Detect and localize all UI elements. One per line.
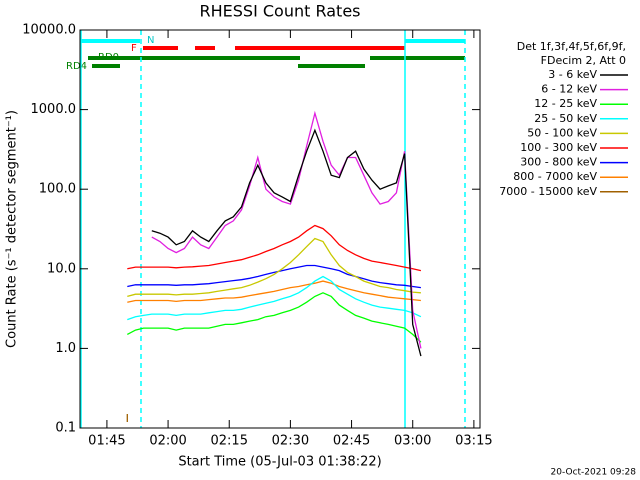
flag-bars [80,39,465,68]
x-tick-label: 02:15 [211,434,248,449]
y-tick-label: 1000.0 [31,102,77,117]
time-markers [80,30,466,428]
legend-label: 100 - 300 keV [520,141,597,154]
series-line [127,264,421,289]
y-tick-label: 100.0 [39,182,76,197]
y-axis-label: Count Rate (s⁻¹ detector segment⁻¹) [5,110,20,348]
chart-title: RHESSI Count Rates [200,2,361,21]
series-line [151,110,422,349]
x-tick-label: 02:30 [272,434,309,449]
x-tick-label: 01:45 [88,434,125,449]
legend-label: 7000 - 15000 keV [499,185,597,198]
series-line [127,275,422,321]
legend-label: 800 - 7000 keV [513,170,597,183]
x-tick-label: 02:45 [333,434,370,449]
y-tick-label: 10000.0 [22,23,76,38]
x-tick-label: 03:15 [455,434,492,449]
flag-label: F [131,43,137,54]
legend-label: 25 - 50 keV [534,112,597,125]
legend-label: 12 - 25 keV [534,97,597,110]
x-axis-label: Start Time (05-Jul-03 01:38:22) [178,455,381,470]
flag-label: RD0 [98,52,119,63]
plot-frame [79,29,481,429]
series-line [151,128,422,357]
legend-header: FDecim 2, Att 0 [541,54,626,67]
y-tick-label: 10.0 [47,261,76,276]
flag-label: RD4 [66,61,87,72]
legend-label: 3 - 6 keV [548,68,597,81]
plot-area [126,110,422,422]
legend-label: 6 - 12 keV [541,83,597,96]
series-line [127,237,421,298]
x-tick-label: 03:00 [394,434,431,449]
y-tick-label: 1.0 [55,341,76,356]
footer: 20-Oct-2021 09:28 [551,468,637,478]
y-tick-label: 0.1 [55,421,76,436]
legend-header: Det 1f,3f,4f,5f,6f,9f, [517,40,626,53]
x-tick-label: 02:00 [149,434,186,449]
legend-label: 300 - 800 keV [520,156,597,169]
series-line [127,280,421,303]
legend-label: 50 - 100 keV [527,126,597,139]
flag-label: N [147,35,154,46]
series-line [126,292,422,343]
series-line [127,224,422,272]
